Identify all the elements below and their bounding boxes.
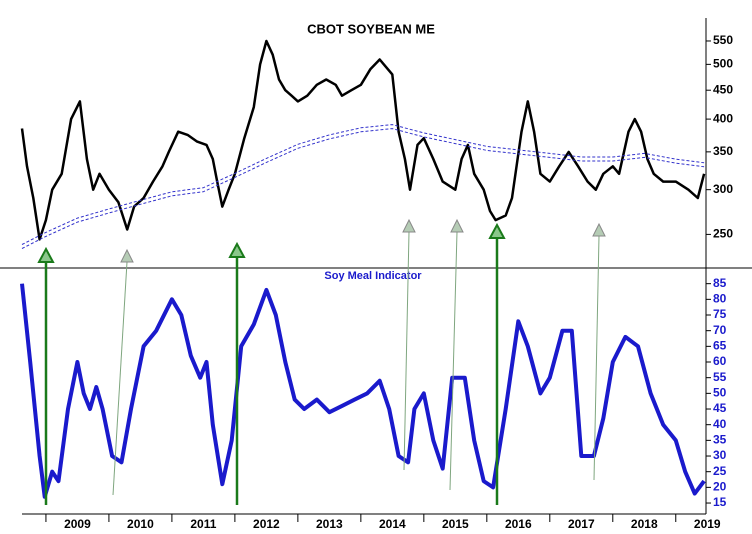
- x-tick-label: 2019: [694, 517, 721, 531]
- y-tick-label: 550: [713, 33, 733, 47]
- y-tick-label: 85: [713, 276, 727, 290]
- x-tick-label: 2013: [316, 517, 343, 531]
- y-tick-label: 70: [713, 323, 727, 337]
- x-tick-label: 2010: [127, 517, 154, 531]
- arrow-head: [120, 248, 134, 263]
- y-tick-label: 45: [713, 401, 727, 415]
- arrow-head: [37, 246, 55, 263]
- arrow-head: [488, 222, 506, 239]
- y-tick-label: 20: [713, 480, 727, 494]
- arrow-head: [228, 241, 246, 258]
- y-tick-label: 80: [713, 292, 727, 306]
- y-tick-label: 55: [713, 370, 727, 384]
- y-tick-label: 65: [713, 339, 727, 353]
- y-tick-label: 250: [713, 227, 733, 241]
- y-tick-label: 450: [713, 82, 733, 96]
- arrow-head: [450, 218, 464, 233]
- y-tick-label: 60: [713, 354, 727, 368]
- y-tick-label: 40: [713, 417, 727, 431]
- y-tick-label: 25: [713, 464, 727, 478]
- arrow: [403, 231, 410, 471]
- x-tick-label: 2011: [190, 517, 216, 531]
- series-line: [21, 128, 705, 249]
- y-tick-label: 500: [713, 57, 733, 71]
- y-tick-label: 35: [713, 433, 727, 447]
- y-tick-label: 30: [713, 448, 727, 462]
- arrow: [593, 235, 600, 481]
- y-tick-label: 75: [713, 307, 727, 321]
- x-tick-label: 2014: [379, 517, 406, 531]
- x-tick-label: 2012: [253, 517, 280, 531]
- arrow-head: [402, 218, 416, 233]
- chart-title: CBOT SOYBEAN ME: [307, 21, 435, 36]
- x-tick-label: 2016: [505, 517, 532, 531]
- arrow-head: [592, 222, 606, 237]
- indicator-title: Soy Meal Indicator: [324, 270, 422, 282]
- y-tick-label: 50: [713, 386, 727, 400]
- arrow: [112, 261, 128, 496]
- y-tick-label: 350: [713, 144, 733, 158]
- y-tick-label: 400: [713, 111, 733, 125]
- signal-arrows: [37, 218, 606, 505]
- y-tick-label: 300: [713, 182, 733, 196]
- series-line: [20, 39, 706, 241]
- x-tick-label: 2015: [442, 517, 469, 531]
- x-tick-label: 2009: [64, 517, 91, 531]
- x-tick-label: 2017: [568, 517, 595, 531]
- x-tick-label: 2018: [631, 517, 658, 531]
- series-line: [21, 124, 705, 245]
- series-line: [20, 283, 706, 499]
- y-tick-label: 15: [713, 495, 727, 509]
- arrow: [449, 231, 458, 491]
